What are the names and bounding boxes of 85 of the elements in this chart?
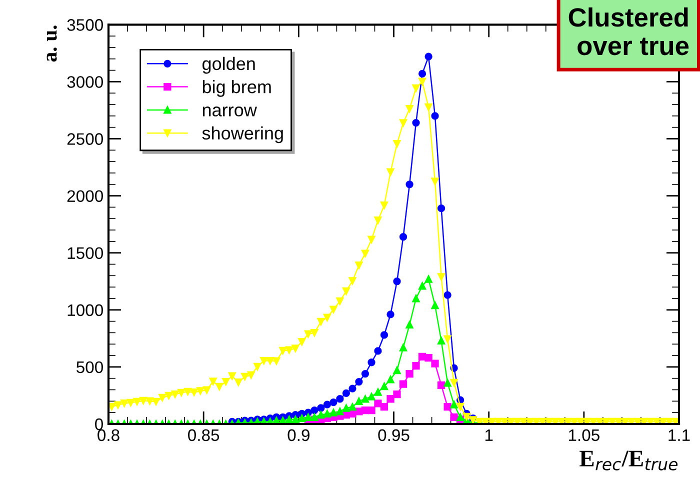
legend-label: golden	[202, 56, 255, 74]
point	[444, 379, 452, 387]
point	[330, 408, 338, 416]
point	[450, 413, 458, 421]
point	[368, 358, 376, 366]
point	[330, 398, 338, 406]
y-tick-label: 0	[95, 418, 103, 430]
point	[368, 392, 376, 400]
point	[285, 416, 293, 424]
point	[336, 408, 344, 416]
point	[310, 413, 318, 421]
point	[393, 366, 401, 374]
point	[323, 410, 332, 418]
point	[412, 118, 420, 127]
point	[437, 204, 446, 212]
point	[348, 403, 356, 411]
x-tick-label: 1.1	[668, 429, 690, 441]
x-tick-label: 0.8	[98, 429, 120, 442]
y-tick-label: 2000	[67, 190, 103, 202]
y-tick-label: 1500	[68, 247, 103, 260]
legend-label: narrow	[202, 106, 257, 116]
x-tick-label: 1.05	[568, 429, 600, 442]
point	[355, 378, 363, 386]
point	[399, 344, 408, 352]
point	[374, 388, 382, 396]
point	[368, 406, 376, 414]
point	[292, 416, 300, 424]
point	[399, 380, 408, 388]
y-tick-label: 500	[76, 361, 103, 374]
point	[437, 336, 446, 345]
y-tick-label: 1000	[68, 304, 103, 316]
point	[450, 400, 458, 408]
x-tick-label: 0.85	[188, 429, 220, 442]
point	[380, 403, 388, 411]
point	[418, 70, 426, 78]
point	[444, 403, 452, 411]
x-tick-label: 1	[485, 429, 493, 441]
point	[424, 354, 432, 362]
point	[444, 291, 452, 299]
point	[342, 404, 350, 412]
point	[437, 381, 446, 390]
point	[361, 395, 370, 403]
point	[348, 384, 356, 392]
point	[424, 52, 432, 60]
x-tick-label: 0.9	[288, 429, 310, 442]
point	[393, 390, 401, 398]
point	[386, 395, 394, 403]
point	[298, 414, 306, 422]
point	[380, 331, 388, 339]
point	[406, 180, 414, 188]
legend-label: big brem	[202, 80, 271, 97]
annotation: Clustered over true	[568, 7, 689, 56]
x-axis-title: E$_{rec}$/E$_{true}$	[580, 450, 678, 470]
point	[431, 112, 439, 120]
point	[424, 275, 432, 283]
point	[355, 397, 363, 405]
point	[323, 400, 332, 408]
y-tick-label: 2500	[67, 133, 103, 145]
point	[317, 411, 325, 419]
point	[317, 404, 325, 412]
point	[406, 370, 414, 378]
point	[431, 302, 439, 310]
point	[399, 233, 408, 241]
point	[380, 382, 388, 390]
point	[374, 400, 382, 408]
point	[431, 360, 439, 368]
point	[342, 389, 350, 397]
point	[310, 406, 318, 414]
point	[386, 310, 394, 318]
y-tick-label: 3500	[67, 19, 103, 31]
x-tick-label: 0.95	[378, 429, 410, 442]
legend-label: showering	[202, 126, 283, 144]
point	[386, 376, 394, 384]
point	[412, 362, 420, 370]
point	[393, 278, 401, 286]
point	[406, 320, 414, 329]
point	[418, 282, 426, 290]
point	[336, 395, 344, 403]
point	[456, 413, 464, 421]
point	[361, 370, 370, 378]
y-axis-title: a. u.	[46, 26, 57, 62]
point	[412, 294, 420, 302]
point	[304, 413, 312, 421]
point	[374, 347, 382, 355]
y-tick-label: 3000	[67, 76, 103, 88]
